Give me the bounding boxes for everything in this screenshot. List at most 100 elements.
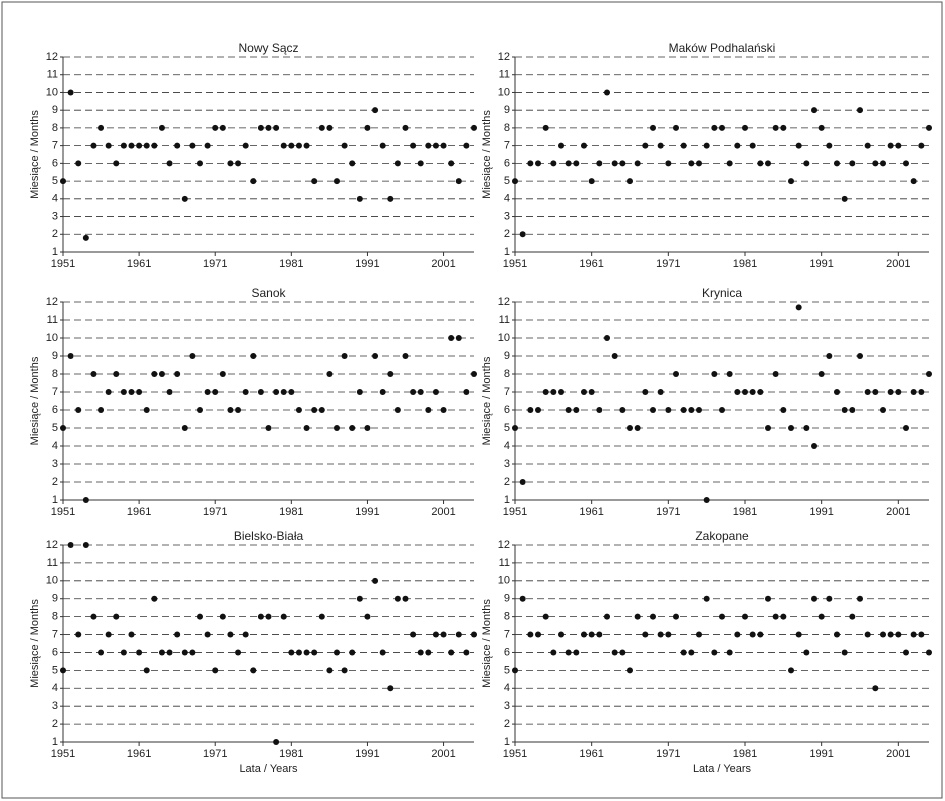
panel-title: Krynica xyxy=(702,286,742,300)
y-tick-label: 10 xyxy=(498,575,510,587)
point xyxy=(811,107,817,114)
point xyxy=(772,613,779,620)
point xyxy=(811,595,817,602)
point xyxy=(136,142,143,149)
point xyxy=(143,667,150,674)
point xyxy=(780,124,787,131)
y-axis-label: Miesiące / Months xyxy=(481,599,493,688)
point xyxy=(788,667,794,674)
x-tick-label: 1951 xyxy=(51,506,75,518)
x-tick-label: 1961 xyxy=(127,506,151,518)
point xyxy=(611,649,618,656)
point xyxy=(90,371,97,377)
y-tick-label: 7 xyxy=(52,628,58,640)
point xyxy=(826,142,833,149)
point xyxy=(326,667,333,674)
point xyxy=(895,631,902,638)
point xyxy=(535,160,541,167)
point xyxy=(581,389,587,395)
point xyxy=(143,142,150,149)
point xyxy=(379,142,386,149)
point xyxy=(181,425,188,431)
point xyxy=(250,178,257,185)
y-tick-label: 3 xyxy=(504,458,510,470)
y-tick-label: 1 xyxy=(504,494,510,506)
point xyxy=(189,353,196,359)
point xyxy=(803,425,810,431)
y-tick-label: 4 xyxy=(504,193,510,205)
y-tick-label: 8 xyxy=(52,368,58,380)
point xyxy=(818,613,825,620)
x-tick-label: 1971 xyxy=(203,748,227,760)
point xyxy=(627,425,633,431)
y-tick-label: 4 xyxy=(52,440,58,452)
point xyxy=(826,353,833,359)
point xyxy=(665,160,672,167)
point xyxy=(772,371,779,377)
point xyxy=(849,407,856,413)
point xyxy=(311,649,318,656)
point xyxy=(734,142,741,149)
point xyxy=(565,160,572,167)
point xyxy=(803,649,810,656)
point xyxy=(841,649,848,656)
point xyxy=(604,335,610,341)
y-tick-label: 10 xyxy=(46,575,58,587)
point xyxy=(512,667,518,674)
point xyxy=(887,631,894,638)
point xyxy=(742,613,748,620)
point xyxy=(295,407,302,413)
point xyxy=(257,389,264,395)
x-axis-label: Lata / Years xyxy=(239,763,298,775)
point xyxy=(910,631,917,638)
point xyxy=(394,160,401,167)
point xyxy=(611,160,618,167)
y-tick-label: 8 xyxy=(504,611,510,623)
point xyxy=(926,371,932,377)
point xyxy=(181,649,188,656)
point xyxy=(174,371,181,377)
y-tick-label: 1 xyxy=(504,246,510,258)
y-tick-label: 1 xyxy=(504,736,510,748)
point xyxy=(841,407,848,413)
point xyxy=(204,142,211,149)
point xyxy=(696,160,702,167)
y-tick-label: 11 xyxy=(499,557,510,569)
point xyxy=(219,371,226,377)
point xyxy=(734,389,741,395)
x-tick-label: 2001 xyxy=(431,506,455,518)
point xyxy=(834,389,840,395)
point xyxy=(158,124,165,131)
point xyxy=(887,142,894,149)
point xyxy=(596,160,603,167)
y-tick-label: 9 xyxy=(52,104,58,116)
y-tick-label: 8 xyxy=(52,122,58,134)
y-tick-label: 12 xyxy=(46,51,58,63)
point xyxy=(719,407,725,413)
y-tick-label: 4 xyxy=(504,682,510,694)
point xyxy=(280,389,287,395)
y-axis-label: Miesiące / Months xyxy=(29,356,41,445)
point xyxy=(242,631,249,638)
point xyxy=(379,649,386,656)
point xyxy=(410,142,417,149)
y-tick-label: 9 xyxy=(504,104,510,116)
point xyxy=(212,124,219,131)
y-tick-label: 12 xyxy=(498,539,510,551)
point xyxy=(334,649,340,656)
y-axis-label: Miesiące / Months xyxy=(29,599,41,688)
x-tick-label: 1951 xyxy=(503,258,527,270)
point xyxy=(535,407,541,413)
y-axis-label: Miesiące / Months xyxy=(481,356,493,445)
point xyxy=(604,613,610,620)
point xyxy=(440,142,447,149)
point xyxy=(158,371,165,377)
point xyxy=(657,389,664,395)
x-tick-label: 2001 xyxy=(431,258,455,270)
point xyxy=(356,389,363,395)
point xyxy=(425,649,432,656)
point xyxy=(212,667,219,674)
point xyxy=(795,304,802,311)
point xyxy=(650,613,656,620)
